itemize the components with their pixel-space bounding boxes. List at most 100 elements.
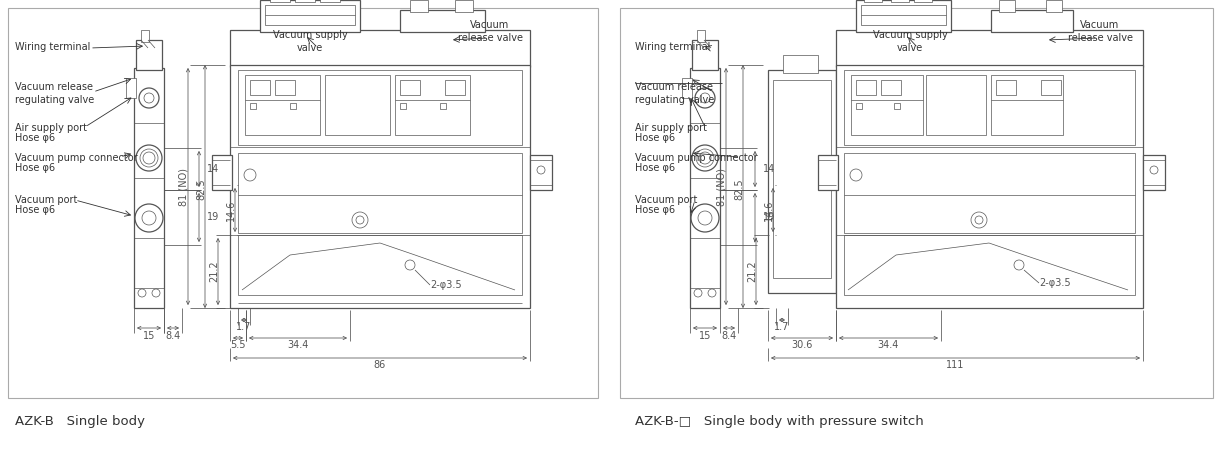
Text: Air supply port: Air supply port [15, 123, 87, 133]
Circle shape [1013, 260, 1024, 270]
Bar [134, 68, 164, 308]
Bar [530, 155, 552, 190]
Bar [455, 0, 473, 12]
Text: 34.4: 34.4 [287, 340, 309, 350]
Text: 86: 86 [374, 360, 386, 370]
Text: 82.5: 82.5 [197, 179, 206, 200]
Bar [991, 10, 1073, 32]
Bar [861, 5, 946, 25]
Bar [291, 103, 295, 109]
Text: 82.5: 82.5 [734, 179, 744, 200]
Text: 14.6: 14.6 [764, 199, 774, 221]
Bar [783, 55, 818, 73]
Bar [238, 153, 523, 233]
Bar [697, 30, 705, 42]
Bar [768, 70, 836, 293]
Circle shape [698, 152, 711, 164]
Text: 14.6: 14.6 [226, 199, 236, 221]
Text: AZK-B-□   Single body with pressure switch: AZK-B-□ Single body with pressure switch [635, 415, 924, 428]
Text: Vacuum
release valve: Vacuum release valve [1067, 20, 1133, 43]
Text: 19: 19 [208, 213, 220, 223]
Text: 21.2: 21.2 [747, 260, 757, 282]
Bar [250, 80, 270, 95]
Text: Vacuum
release valve: Vacuum release valve [458, 20, 523, 43]
Text: Vacuum supply
valve: Vacuum supply valve [272, 30, 348, 53]
Circle shape [136, 145, 162, 171]
Circle shape [694, 289, 702, 297]
Bar [1046, 0, 1062, 12]
Circle shape [700, 93, 709, 103]
Circle shape [142, 211, 156, 225]
Bar [1143, 155, 1165, 190]
Text: Vacuum release
regulating valve: Vacuum release regulating valve [635, 82, 714, 105]
Bar [230, 65, 530, 308]
Bar [238, 235, 523, 295]
Circle shape [151, 289, 160, 297]
Bar [891, 0, 908, 2]
Circle shape [698, 211, 712, 225]
Bar [844, 70, 1136, 145]
Bar [265, 5, 355, 25]
Text: Hose φ6: Hose φ6 [15, 163, 55, 173]
Text: Vacuum pump connector: Vacuum pump connector [635, 153, 757, 163]
Circle shape [976, 216, 983, 224]
Text: 14: 14 [208, 164, 220, 174]
Bar [400, 103, 407, 109]
Text: 1.7: 1.7 [237, 322, 252, 332]
Bar [410, 0, 429, 12]
Text: 21.2: 21.2 [209, 260, 219, 282]
Text: Hose φ6: Hose φ6 [15, 133, 55, 143]
Text: 15: 15 [143, 331, 155, 341]
Text: 81 (NO): 81 (NO) [179, 168, 189, 206]
Circle shape [136, 204, 162, 232]
Text: Hose φ6: Hose φ6 [635, 205, 675, 215]
Bar [915, 0, 932, 2]
Bar [260, 0, 360, 32]
Text: Hose φ6: Hose φ6 [635, 133, 675, 143]
Text: Vacuum port: Vacuum port [15, 195, 77, 205]
Bar [444, 80, 465, 95]
Bar [275, 80, 295, 95]
Text: Air supply port: Air supply port [635, 123, 707, 133]
Bar [818, 155, 838, 190]
Bar [140, 30, 149, 42]
Text: Vacuum port: Vacuum port [635, 195, 697, 205]
Bar [320, 0, 339, 2]
Bar [1042, 80, 1061, 95]
Bar [245, 75, 320, 135]
Text: 19: 19 [763, 213, 775, 223]
Bar [856, 103, 862, 109]
Bar [773, 80, 832, 278]
Bar [690, 68, 720, 308]
Bar [836, 65, 1143, 308]
Bar [400, 80, 420, 95]
Text: 8.4: 8.4 [722, 331, 736, 341]
Bar [844, 153, 1136, 233]
Text: 8.4: 8.4 [165, 331, 181, 341]
Text: Wiring terminal: Wiring terminal [15, 42, 90, 52]
Circle shape [692, 145, 718, 171]
Circle shape [143, 152, 155, 164]
Bar [126, 78, 136, 98]
Text: 2-φ3.5: 2-φ3.5 [430, 280, 462, 290]
Circle shape [695, 88, 716, 108]
Bar [212, 155, 232, 190]
Text: 30.6: 30.6 [791, 340, 813, 350]
Circle shape [352, 212, 368, 228]
Text: 34.4: 34.4 [878, 340, 899, 350]
Text: 111: 111 [946, 360, 965, 370]
Bar [856, 0, 951, 32]
Text: Hose φ6: Hose φ6 [15, 205, 55, 215]
Circle shape [708, 289, 716, 297]
Bar [396, 75, 470, 135]
Circle shape [850, 169, 862, 181]
Text: 1.7: 1.7 [774, 322, 790, 332]
Circle shape [144, 93, 154, 103]
Text: Hose φ6: Hose φ6 [635, 163, 675, 173]
Circle shape [244, 169, 256, 181]
Bar [996, 80, 1016, 95]
Bar [856, 80, 875, 95]
Bar [999, 0, 1015, 12]
Circle shape [691, 204, 719, 232]
Circle shape [357, 216, 364, 224]
